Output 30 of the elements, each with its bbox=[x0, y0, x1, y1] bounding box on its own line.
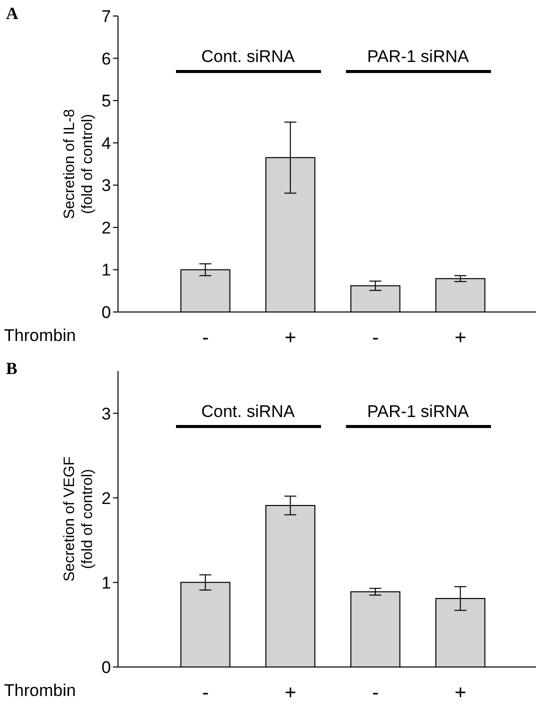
chart-title: B bbox=[6, 359, 18, 379]
y-tick-label: 3 bbox=[102, 404, 111, 424]
x-tick-label: + bbox=[284, 327, 296, 350]
y-tick-label: 0 bbox=[102, 658, 111, 678]
annotation: PAR-1 siRNA bbox=[367, 402, 469, 422]
x-tick-label: + bbox=[284, 682, 296, 704]
y-tick-label: 2 bbox=[102, 488, 111, 508]
x-axis-title: Thrombin bbox=[4, 681, 76, 701]
y-tick-label: 7 bbox=[102, 7, 111, 26]
y-axis-title: Secretion of VEGF (fold of control) bbox=[61, 456, 96, 582]
y-tick-label: 5 bbox=[102, 92, 111, 111]
y-tick-label: 0 bbox=[102, 303, 111, 322]
x-axis-title: Thrombin bbox=[4, 326, 76, 346]
y-tick-label: 1 bbox=[102, 573, 111, 592]
annotation: Cont. siRNA bbox=[201, 402, 295, 422]
x-tick-label: - bbox=[372, 682, 379, 704]
x-tick-label: + bbox=[454, 682, 466, 704]
annotation: PAR-1 siRNA bbox=[367, 47, 469, 68]
x-tick-label: + bbox=[454, 327, 466, 350]
y-tick-label: 1 bbox=[102, 260, 111, 280]
y-tick-label: 6 bbox=[102, 49, 111, 68]
x-tick-label: - bbox=[372, 327, 379, 350]
annotation: Cont. siRNA bbox=[201, 47, 295, 68]
y-axis-title: Secretion of IL-8 (fold of control) bbox=[61, 108, 96, 220]
y-tick-label: 4 bbox=[102, 134, 111, 153]
chart-title: A bbox=[6, 4, 18, 24]
x-tick-label: - bbox=[202, 327, 209, 350]
y-tick-label: 3 bbox=[102, 176, 111, 196]
y-tick-label: 2 bbox=[102, 218, 111, 238]
x-tick-label: - bbox=[202, 682, 209, 704]
